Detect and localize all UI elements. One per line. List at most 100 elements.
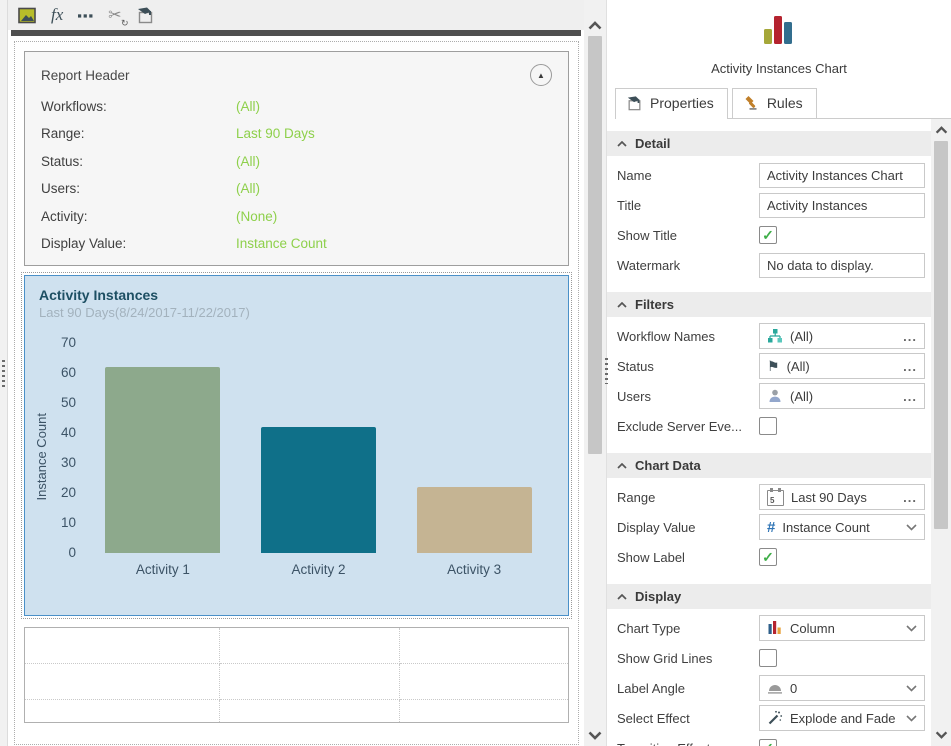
chart-type-dropdown[interactable]: Column [759,615,925,641]
scroll-up-icon[interactable] [584,14,606,36]
column-chart-small-icon [768,621,781,634]
status-value: (All) [786,358,810,374]
scissors-refresh-icon[interactable]: ✂ ↻ [108,4,128,28]
section-chart-data[interactable]: Chart Data [607,453,931,478]
bars-row [85,343,552,553]
chevron-down-icon [906,684,917,692]
field-value[interactable]: Last 90 Days [236,126,315,141]
status-ellipsis-button[interactable]: ... [903,358,917,374]
left-panel-splitter[interactable] [0,0,8,746]
field-value[interactable]: (None) [236,208,278,224]
title-field[interactable] [759,192,925,218]
grid-cell[interactable] [399,628,568,664]
refresh-glyph: ↻ [120,18,129,28]
inspector-tabs: Properties Rules [615,88,951,119]
function-expression-icon[interactable]: fx [51,5,64,24]
grid-cell[interactable] [220,628,400,664]
chart-subtitle: Last 90 Days(8/24/2017-11/22/2017) [39,305,250,320]
grid-cell[interactable] [220,700,400,722]
section-detail[interactable]: Detail [607,131,931,156]
users-picker[interactable]: (All) ... [759,383,925,409]
workflow-names-ellipsis-button[interactable]: ... [903,328,917,344]
users-ellipsis-button[interactable]: ... [903,388,917,404]
inspector-header: Activity Instances Chart [607,0,951,76]
label-angle-dropdown[interactable]: 0 [759,675,925,701]
field-label: Users: [41,181,81,196]
name-field[interactable] [759,162,925,188]
field-value[interactable]: (All) [236,98,260,114]
chevron-up-icon [617,301,627,308]
exclude-server-events-label: Exclude Server Eve... [617,418,742,434]
exclude-server-events-checkbox[interactable] [759,417,777,435]
grid-cell[interactable] [25,700,221,722]
scrollbar-thumb[interactable] [588,36,602,454]
workflow-names-picker[interactable]: (All) ... [759,323,925,349]
display-value-value: Instance Count [782,519,870,535]
status-picker[interactable]: ⚑ (All) ... [759,353,925,379]
field-value[interactable]: Instance Count [236,236,327,251]
x-axis-tick-label: Activity 3 [447,562,502,577]
field-label: Workflows: [41,98,107,114]
grid-cell[interactable] [25,628,221,664]
report-header-panel[interactable]: Report Header ▲ Workflows: (All) Range: Las… [24,51,569,266]
transition-effect-checkbox[interactable] [759,739,777,746]
scroll-up-icon[interactable] [930,119,951,141]
chart-type-label: Chart Type [617,620,681,636]
grid-cell[interactable] [25,664,221,700]
scroll-down-icon[interactable] [584,724,606,746]
x-axis-tick-label: Activity 2 [291,562,346,577]
display-value-dropdown[interactable]: # Instance Count [759,514,925,540]
show-title-checkbox[interactable] [759,226,777,244]
chart-bar[interactable] [260,427,377,553]
column-chart-large-icon [764,16,792,44]
grid-cell[interactable] [400,700,568,722]
field-value[interactable]: (All) [236,153,260,169]
watermark-field[interactable] [759,252,925,278]
report-header-field-row: Workflows: (All) [41,99,552,114]
report-header-field-row: Range: Last 90 Days [41,126,552,141]
range-picker[interactable]: 5 Last 90 Days ... [759,484,925,510]
section-filters[interactable]: Filters [607,292,931,317]
chart-plot: Instance Count 70 60 50 40 30 20 10 0 Activity … [25,336,568,577]
y-axis-tick: 60 [60,365,76,380]
field-value[interactable]: (All) [236,181,260,196]
section-display[interactable]: Display [607,584,931,609]
hash-icon: # [767,518,776,536]
grid-cell[interactable] [220,664,400,700]
chevron-down-icon [906,624,917,632]
grid-cell[interactable] [399,664,568,700]
users-value: (All) [790,388,814,404]
more-options-icon[interactable]: ▪▪▪ [77,7,95,23]
report-header-field-row: Activity: (None) [41,209,552,224]
tab-rules[interactable]: Rules [731,88,817,118]
inspector-splitter-grip-icon[interactable] [605,358,608,384]
report-header-field-row: Display Value: Instance Count [41,236,552,251]
chevron-down-icon [906,714,917,722]
workflow-tree-icon [768,329,782,343]
label-angle-label: Label Angle [617,680,685,696]
scroll-down-icon[interactable] [930,724,951,746]
chevron-up-icon [617,462,627,469]
scrollbar-thumb[interactable] [934,141,948,529]
bar-slot [396,343,552,553]
properties-tag-icon[interactable] [136,4,155,26]
snapshot-image-icon[interactable] [18,4,37,26]
chart-bar[interactable] [105,367,221,553]
collapse-arrow-icon: ▲ [537,70,545,80]
chart-bar[interactable] [416,487,532,553]
range-ellipsis-button[interactable]: ... [903,489,917,505]
inspector-vertical-scrollbar[interactable] [931,119,951,746]
main-vertical-scrollbar[interactable] [584,0,606,746]
empty-data-grid[interactable] [24,627,569,723]
transition-effect-label: Transition Effect [617,741,759,746]
report-design-surface[interactable]: Report Header ▲ Workflows: (All) Range: Las… [14,41,579,745]
y-axis-ticks: 70 60 50 40 30 20 10 0 [51,336,85,560]
collapse-button[interactable]: ▲ [530,64,552,86]
activity-instances-chart-panel[interactable]: Activity Instances Last 90 Days(8/24/201… [21,272,572,619]
tab-properties[interactable]: Properties [615,88,728,119]
select-effect-dropdown[interactable]: Explode and Fade [759,705,925,731]
show-label-checkbox[interactable] [759,548,777,566]
show-grid-lines-checkbox[interactable] [759,649,777,667]
section-detail-label: Detail [635,136,671,151]
